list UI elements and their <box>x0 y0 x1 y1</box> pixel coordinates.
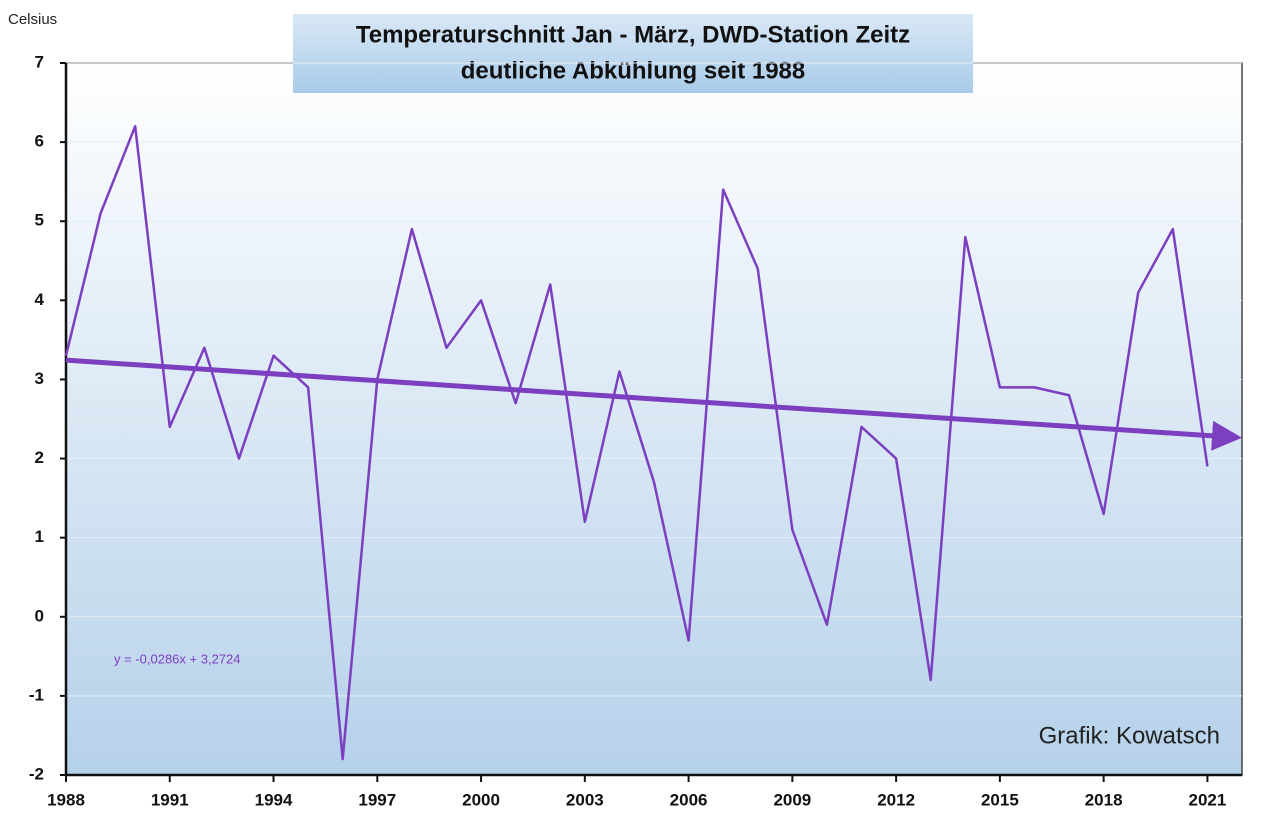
trend-line <box>65 357 1242 451</box>
x-tick-label: 2009 <box>773 790 811 809</box>
title-box <box>293 14 973 93</box>
y-tick-label: 3 <box>35 369 44 388</box>
y-tick-label: 4 <box>35 290 45 309</box>
y-tick-label: 5 <box>35 211 44 230</box>
x-tick-label: 1997 <box>358 790 396 809</box>
x-tick-label: 1991 <box>151 790 189 809</box>
x-tick-label: 1988 <box>47 790 85 809</box>
chart-title: Temperaturschnitt Jan - März, DWD-Statio… <box>356 21 910 48</box>
chart-subtitle: deutliche Abkühlung seit 1988 <box>461 57 806 84</box>
y-tick-label: 1 <box>35 527 44 546</box>
y-tick-label: -2 <box>29 764 44 783</box>
x-tick-label: 2000 <box>462 790 500 809</box>
y-tick-label: 2 <box>35 448 44 467</box>
y-tick-label: 7 <box>35 52 44 71</box>
plot-area <box>65 62 1243 776</box>
y-tick-label: 0 <box>35 606 44 625</box>
data-line <box>64 125 1209 761</box>
x-tick-label: 2021 <box>1188 790 1226 809</box>
x-tick-label: 2015 <box>981 790 1019 809</box>
x-tick-label: 1994 <box>255 790 293 809</box>
x-tick-label: 2006 <box>670 790 708 809</box>
annotation: Grafik: Kowatsch <box>1039 722 1220 749</box>
y-tick-label: -1 <box>29 685 44 704</box>
y-axis-label: Celsius <box>8 11 57 28</box>
x-tick-label: 2012 <box>877 790 915 809</box>
y-tick-label: 6 <box>35 132 44 151</box>
x-tick-label: 2018 <box>1085 790 1123 809</box>
x-tick-label: 2003 <box>566 790 604 809</box>
trend-equation: y = -0,0286x + 3,2724 <box>114 651 240 666</box>
